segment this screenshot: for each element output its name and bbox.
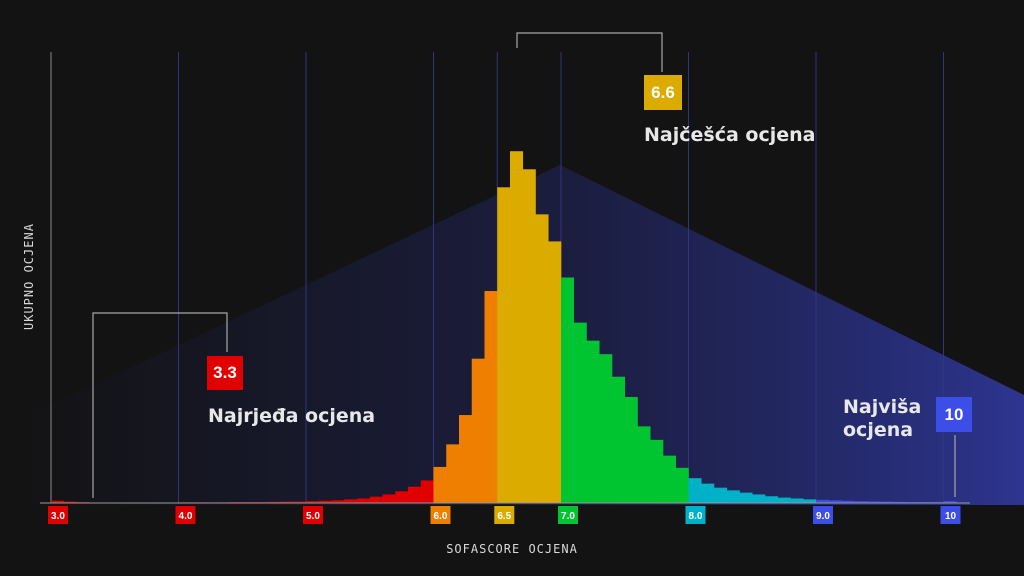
histogram-bar [637,426,651,503]
histogram-bar [357,498,371,503]
x-tick-label: 6.5 [494,506,515,524]
annotation-high-text: Najviša ocjena [843,396,922,441]
x-tick-badge [175,506,196,524]
x-tick-text: 5.0 [306,511,320,522]
histogram-bar [548,241,562,504]
x-tick-text: 6.5 [497,511,511,522]
x-ticks: 3.0 4.0 5.0 6.0 6.5 7.0 8.0 9.0 10 [48,506,961,524]
x-tick-badge [685,506,706,524]
histogram-bar [624,397,638,503]
histogram-bar [382,494,396,503]
histogram-bar [739,492,753,503]
histogram-bar [446,444,460,503]
x-tick-badge [494,506,515,524]
x-tick-text: 9.0 [816,511,830,522]
x-tick-badge [558,506,578,524]
histogram-bar [306,501,320,503]
histogram-bar [726,490,740,503]
annotation-mode-value: 6.6 [644,75,682,110]
histogram-bar [803,499,817,503]
histogram-bar [510,151,524,503]
x-tick-text: 7.0 [561,511,575,522]
x-tick-label: 6.0 [430,506,451,524]
histogram-bar [841,500,855,503]
histogram-bar [318,500,332,503]
x-tick-text: 6.0 [434,511,448,522]
x-axis-title: SOFASCORE OCJENA [446,542,578,556]
leader-line [92,312,228,498]
histogram-bar [688,478,702,503]
annotation-mode-text: Najčešća ocjena [644,124,816,146]
histogram-bar [854,501,868,503]
histogram-bar [586,340,600,503]
histogram-bar [892,501,906,503]
histogram-bar [879,501,893,503]
annotation-low-text: Najrjeđa ocjena [208,405,376,427]
histogram-bar [777,497,791,503]
histogram-bar [573,322,587,503]
histogram-bar [612,376,626,503]
histogram-bar [51,500,65,503]
histogram-bar [420,480,434,503]
histogram-bar [943,501,957,503]
y-axis-title: UKUPNO OCJENA [22,223,36,330]
x-tick-label: 7.0 [558,506,578,524]
histogram-bar [714,487,728,503]
x-tick-badge [303,506,323,524]
histogram-bar [408,486,422,503]
histogram-bar [484,291,498,503]
histogram-bar [816,499,830,503]
histogram-bar [561,277,575,503]
x-tick-label: 10 [940,506,961,524]
x-tick-badge [430,506,451,524]
histogram-bar [293,501,307,503]
histogram-bar [63,501,77,503]
histogram-bar [280,501,294,503]
x-tick-label: 4.0 [175,506,196,524]
x-tick-text: 10 [945,511,957,522]
histogram-bar [650,439,664,503]
x-tick-text: 4.0 [179,511,193,522]
annotation-leaders [92,32,956,498]
annotation-high-value: 10 [936,397,972,432]
histogram-bar [267,501,281,503]
x-tick-badge [48,506,68,524]
x-tick-badge [940,506,961,524]
histogram-bar [395,491,409,503]
histogram-bar [522,169,536,503]
histogram-bar [369,496,383,503]
x-tick-label: 8.0 [685,506,706,524]
annotation-low-value: 3.3 [207,356,243,390]
histogram-bar [675,467,689,503]
histogram-bar [790,498,804,503]
x-tick-text: 3.0 [51,511,65,522]
histogram-bar [599,354,613,503]
histogram-bar [867,501,881,503]
histogram-bar [459,415,473,503]
histogram-bar [344,499,358,503]
x-tick-label: 9.0 [813,506,833,524]
histogram-bar [433,466,447,503]
x-tick-label: 3.0 [48,506,68,524]
histogram-bar [701,483,715,503]
histogram-bar [663,455,677,503]
histogram-bar [331,500,345,503]
histogram-bar [752,494,766,503]
leader-line [516,32,663,72]
histogram-bar [765,496,779,503]
histogram-bar [535,214,549,504]
x-tick-label: 5.0 [303,506,323,524]
histogram-bar [471,358,485,503]
histogram-bar [828,500,842,503]
x-tick-text: 8.0 [689,511,703,522]
bars [51,151,957,504]
x-tick-badge [813,506,833,524]
histogram-bar [497,187,511,504]
